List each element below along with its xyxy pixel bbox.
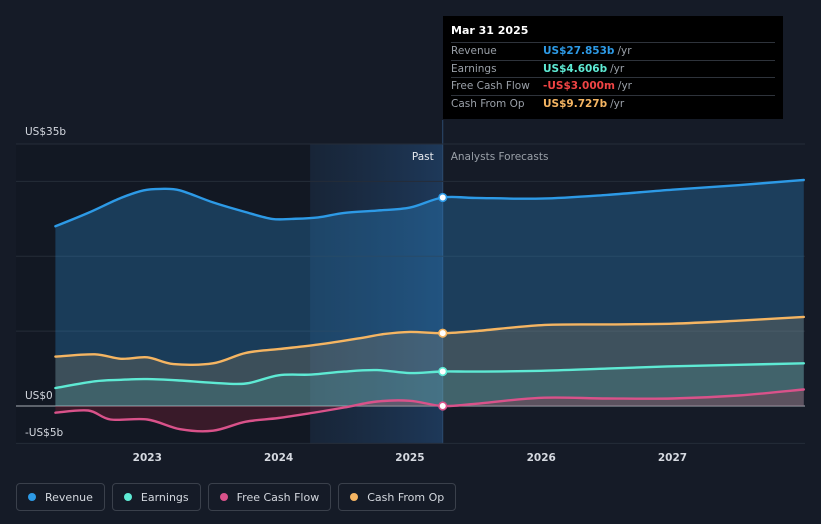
tooltip-row-earnings: Earnings US$4.606b /yr xyxy=(451,59,775,78)
tooltip-row-revenue: Revenue US$27.853b /yr xyxy=(451,42,775,60)
tooltip-label: Free Cash Flow xyxy=(451,80,530,92)
free-cash-flow-area xyxy=(55,389,804,432)
axis-labels: US$35b US$0 -US$5b 2023 2024 2025 2026 2027 Past… xyxy=(25,126,687,464)
cash-from-op-dot-icon xyxy=(350,493,359,501)
tooltip-label: Revenue xyxy=(451,45,497,57)
plot-backgrounds xyxy=(16,120,444,444)
revenue-area xyxy=(55,179,804,406)
tooltip-date: Mar 31 2025 xyxy=(451,24,529,37)
legend-label: Earnings xyxy=(140,490,189,504)
earnings-dot-icon xyxy=(123,493,132,501)
x-tick-label: 2027 xyxy=(658,452,687,464)
tooltip-value: -US$3.000m xyxy=(543,80,615,92)
forecast-label: Analysts Forecasts xyxy=(451,151,549,163)
legend: Revenue Earnings Free Cash Flow Cash Fro… xyxy=(16,483,457,511)
y-tick-label: -US$5b xyxy=(25,427,64,439)
free-cash-flow-dot-icon xyxy=(219,493,228,501)
free-cash-flow-marker xyxy=(438,401,448,411)
x-tick-label: 2024 xyxy=(264,452,293,464)
x-tick-label: 2025 xyxy=(395,452,424,464)
tooltip-value: US$27.853b xyxy=(543,45,615,57)
cash-from-op-marker xyxy=(438,328,448,338)
tooltip-label: Earnings xyxy=(451,62,497,75)
legend-item-earnings[interactable]: Earnings xyxy=(111,483,201,511)
x-tick-label: 2023 xyxy=(133,452,162,464)
tooltip-panel: Mar 31 2025 Revenue US$27.853b /yr Earni… xyxy=(443,16,783,119)
revenue-line xyxy=(54,178,805,228)
tooltip-label: Cash From Op xyxy=(451,97,525,110)
earnings-marker xyxy=(438,366,448,377)
tooltip-unit: /yr xyxy=(610,97,625,110)
tooltip-row-cash-from-op: Cash From Op US$9.727b /yr xyxy=(451,94,775,113)
cash-from-op-line xyxy=(54,315,805,366)
legend-label: Free Cash Flow xyxy=(236,490,320,504)
tooltip-unit: /yr xyxy=(610,62,625,75)
free-cash-flow-line xyxy=(54,388,805,433)
y-tick-label: US$0 xyxy=(25,390,53,402)
y-tick-label: US$35b xyxy=(25,126,66,138)
x-tick-label: 2026 xyxy=(527,452,556,464)
legend-label: Cash From Op xyxy=(367,490,445,504)
series-lines xyxy=(54,178,805,433)
revenue-marker xyxy=(438,192,448,203)
tooltip-unit: /yr xyxy=(617,80,632,92)
legend-item-cash-from-op[interactable]: Cash From Op xyxy=(338,483,457,511)
legend-item-free-cash-flow[interactable]: Free Cash Flow xyxy=(207,483,332,511)
earnings-area xyxy=(55,363,804,406)
tooltip-row-free-cash-flow: Free Cash Flow -US$3.000m /yr xyxy=(451,77,775,95)
marker-points xyxy=(438,192,448,411)
tooltip-unit: /yr xyxy=(617,45,632,57)
revenue-dot-icon xyxy=(28,493,36,501)
legend-item-revenue[interactable]: Revenue xyxy=(16,483,105,511)
tooltip-value: US$9.727b xyxy=(543,97,608,110)
earnings-line xyxy=(54,362,805,390)
series-areas xyxy=(55,179,804,432)
tooltip-value: US$4.606b xyxy=(543,62,608,75)
past-background xyxy=(16,144,311,444)
past-label: Past xyxy=(412,151,434,163)
legend-label: Revenue xyxy=(45,490,93,504)
grid-lines xyxy=(16,143,805,444)
past-highlight-region xyxy=(310,144,443,444)
